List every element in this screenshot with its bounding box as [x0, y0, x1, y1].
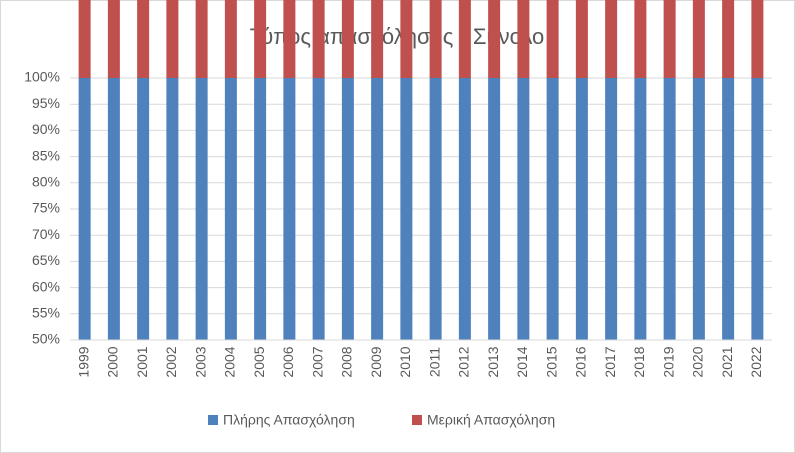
x-tick-label: 2019	[660, 346, 676, 377]
bar-segment	[458, 0, 471, 78]
bar-segment	[224, 78, 237, 340]
bar-segment	[429, 78, 442, 340]
y-tick-label: 95%	[32, 95, 60, 111]
x-tick-label: 2004	[222, 346, 238, 377]
x-tick-label: 2018	[631, 346, 647, 377]
bar-segment	[341, 78, 354, 340]
y-tick-label: 75%	[32, 200, 60, 216]
bar-segment	[78, 78, 91, 340]
x-tick-label: 2010	[397, 346, 413, 377]
x-tick-label: 2015	[543, 346, 559, 377]
bar-segment	[166, 78, 179, 340]
bar-segment	[312, 0, 325, 78]
legend-swatch	[412, 415, 422, 425]
bar-segment	[341, 0, 354, 78]
legend-swatch	[208, 415, 218, 425]
bar-segment	[166, 0, 179, 78]
y-tick-label: 90%	[32, 121, 60, 137]
bar-segment	[283, 78, 296, 340]
x-tick-label: 2000	[105, 346, 121, 377]
x-tick-label: 2013	[485, 346, 501, 377]
bar-segment	[517, 78, 530, 340]
bar-segment	[546, 78, 559, 340]
bar-segment	[195, 0, 208, 78]
x-tick-label: 2008	[339, 346, 355, 377]
x-tick-label: 2016	[573, 346, 589, 377]
bar-segment	[400, 0, 413, 78]
x-tick-label: 2011	[426, 347, 442, 377]
bar-segment	[224, 0, 237, 78]
x-tick-label: 2007	[309, 346, 325, 377]
bar-segment	[751, 78, 764, 340]
bar-segment	[254, 0, 267, 78]
y-tick-label: 80%	[32, 174, 60, 190]
y-tick-label: 50%	[32, 331, 60, 347]
bar-segment	[137, 78, 150, 340]
x-tick-label: 2022	[748, 346, 764, 377]
bar-segment	[634, 0, 647, 78]
bar-segment	[107, 0, 120, 78]
y-tick-label: 55%	[32, 305, 60, 321]
bar-segment	[488, 0, 501, 78]
bar-segment	[692, 78, 705, 340]
x-tick-label: 2003	[192, 346, 208, 377]
bar-segment	[137, 0, 150, 78]
x-tick-label: 2021	[719, 346, 735, 377]
legend-label: Μερική Απασχόληση	[427, 412, 555, 428]
x-tick-label: 2001	[134, 346, 150, 377]
bar-segment	[312, 78, 325, 340]
x-tick-label: 2014	[514, 346, 530, 377]
y-tick-label: 60%	[32, 278, 60, 294]
bar-segment	[195, 78, 208, 340]
bar-segment	[488, 78, 501, 340]
x-tick-label: 1999	[75, 346, 91, 377]
y-tick-label: 70%	[32, 226, 60, 242]
bar-segment	[634, 78, 647, 340]
bar-segment	[575, 78, 588, 340]
bar-segment	[254, 78, 267, 340]
bar-segment	[751, 0, 764, 78]
bar-segment	[283, 0, 296, 78]
legend-label: Πλήρης Απασχόληση	[223, 412, 355, 428]
bar-segment	[663, 0, 676, 78]
bar-segment	[605, 78, 618, 340]
bar-segment	[371, 0, 384, 78]
bar-segment	[458, 78, 471, 340]
bar-segment	[429, 0, 442, 78]
x-tick-label: 2009	[368, 346, 384, 377]
bar-segment	[400, 78, 413, 340]
y-tick-label: 85%	[32, 147, 60, 163]
x-tick-label: 2012	[456, 346, 472, 377]
y-tick-label: 100%	[24, 69, 60, 85]
bar-segment	[546, 0, 559, 79]
bar-segment	[692, 0, 705, 79]
bar-segment	[663, 78, 676, 340]
bar-segment	[722, 0, 735, 79]
bar-segment	[605, 0, 618, 78]
y-tick-label: 65%	[32, 252, 60, 268]
bar-segment	[107, 78, 120, 340]
x-tick-label: 2006	[280, 346, 296, 377]
bar-segment	[78, 0, 91, 78]
bar-segment	[371, 78, 384, 340]
bar-segment	[575, 0, 588, 78]
bar-segment	[722, 78, 735, 340]
bar-segment	[517, 0, 530, 78]
x-tick-label: 2005	[251, 346, 267, 377]
x-tick-label: 2017	[602, 346, 618, 377]
x-tick-label: 2020	[690, 346, 706, 377]
x-tick-label: 2002	[163, 346, 179, 377]
